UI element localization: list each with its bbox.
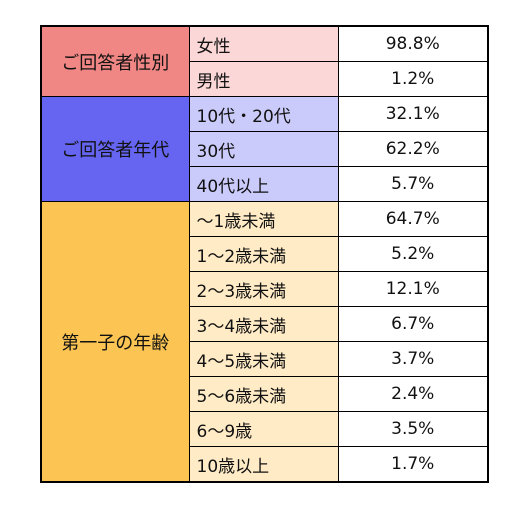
section-title-age: ご回答者年代 xyxy=(40,96,190,202)
row-value: 2.4% xyxy=(337,376,489,412)
row-value: 5.2% xyxy=(337,236,489,272)
row-value: 1.2% xyxy=(337,61,489,97)
row-label: ～1歳未満 xyxy=(188,201,339,237)
row-label: 6～9歳 xyxy=(188,411,339,447)
row-label: 4～5歳未満 xyxy=(188,341,339,377)
row-value: 3.5% xyxy=(337,411,489,447)
table-row: ご回答者性別 女性 98.8% xyxy=(40,25,489,97)
row-label: 2～3歳未満 xyxy=(188,271,339,307)
table-row: 4～5歳未満 3.7% xyxy=(41,341,489,377)
table-row: 男性 1.2% xyxy=(41,61,489,97)
section-respondent-gender: ご回答者性別 女性 98.8% 男性 1.2% xyxy=(40,25,489,97)
row-value: 3.7% xyxy=(337,341,489,377)
row-label: 1～2歳未満 xyxy=(188,236,339,272)
row-value: 32.1% xyxy=(337,96,489,132)
row-value: 5.7% xyxy=(337,166,489,202)
table-row: 第一子の年齢 ～1歳未満 64.7% xyxy=(40,201,489,483)
row-value: 98.8% xyxy=(337,25,489,62)
row-label: 女性 xyxy=(188,25,339,62)
row-label: 10代・20代 xyxy=(188,96,339,132)
table-row: 1～2歳未満 5.2% xyxy=(41,236,489,272)
section-title-child-age: 第一子の年齢 xyxy=(40,201,190,483)
table-row: 3～4歳未満 6.7% xyxy=(41,306,489,342)
row-label: 5～6歳未満 xyxy=(188,376,339,412)
row-value: 64.7% xyxy=(337,201,489,237)
table-row: ご回答者年代 10代・20代 32.1% xyxy=(40,96,489,202)
row-label: 男性 xyxy=(188,61,339,97)
row-value: 1.7% xyxy=(337,446,489,483)
survey-table-container: ご回答者性別 女性 98.8% 男性 1.2% ご回答者年代 10代・20代 3… xyxy=(40,25,489,483)
table-row: 2～3歳未満 12.1% xyxy=(41,271,489,307)
survey-table: ご回答者性別 女性 98.8% 男性 1.2% ご回答者年代 10代・20代 3… xyxy=(40,25,489,483)
row-value: 12.1% xyxy=(337,271,489,307)
row-label: 10歳以上 xyxy=(188,446,339,483)
table-row: 40代以上 5.7% xyxy=(41,166,489,202)
row-label: 3～4歳未満 xyxy=(188,306,339,342)
section-title-gender: ご回答者性別 xyxy=(40,25,190,97)
table-row: 5～6歳未満 2.4% xyxy=(41,376,489,412)
row-label: 30代 xyxy=(188,131,339,167)
row-label: 40代以上 xyxy=(188,166,339,202)
section-first-child-age: 第一子の年齢 ～1歳未満 64.7% 1～2歳未満 5.2% 2～3歳未満 12… xyxy=(40,201,489,483)
row-value: 62.2% xyxy=(337,131,489,167)
table-row: 10歳以上 1.7% xyxy=(41,446,489,483)
row-value: 6.7% xyxy=(337,306,489,342)
table-row: 6～9歳 3.5% xyxy=(41,411,489,447)
section-respondent-age: ご回答者年代 10代・20代 32.1% 30代 62.2% 40代以上 5.7… xyxy=(40,96,489,202)
